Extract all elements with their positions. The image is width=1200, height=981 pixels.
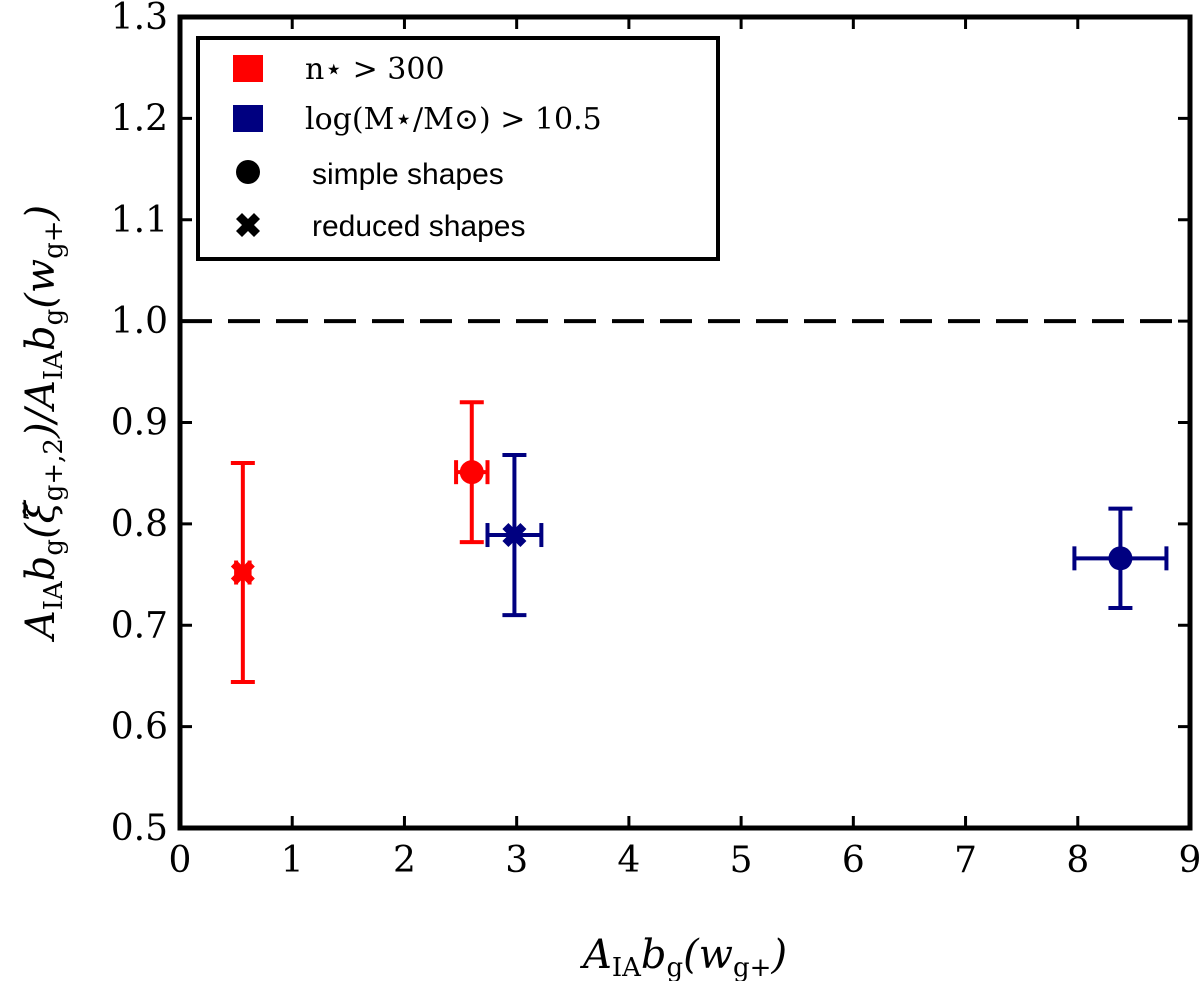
legend-label-nstar: n⋆ > 300 <box>305 52 445 87</box>
y-axis-title: AIAbg(ξ̃g+,2)/AIAbg(wg+) <box>18 205 69 643</box>
y-tick-label: 0.5 <box>111 808 168 849</box>
x-tick-label: 3 <box>505 840 528 881</box>
legend-marker-red-square <box>233 55 263 82</box>
y-tick-label: 1.2 <box>111 98 168 139</box>
plot-frame <box>177 14 1193 831</box>
x-tick-label: 9 <box>1179 840 1200 881</box>
legend-label-reduced: reduced shapes <box>312 210 526 243</box>
data-point-simple-series-1 <box>1072 506 1169 611</box>
x-tick-label: 0 <box>169 840 192 881</box>
marker-circle <box>1108 546 1133 571</box>
x-tick-label: 4 <box>617 840 640 881</box>
data-point-reduced-series-0 <box>230 461 255 685</box>
marker-x <box>230 560 255 585</box>
x-tick-label: 5 <box>730 840 753 881</box>
x-tick-label: 6 <box>842 840 865 881</box>
x-tick-label: 8 <box>1066 840 1089 881</box>
legend: n⋆ > 300 log(M⋆/M⊙) > 10.5 simple shapes… <box>196 36 720 261</box>
data-point-reduced-series-1 <box>485 452 544 618</box>
y-tick-label: 1.1 <box>111 200 168 241</box>
x-tick-label: 2 <box>393 840 416 881</box>
legend-marker-circle <box>236 160 260 184</box>
y-tick-label: 1.3 <box>111 0 168 38</box>
y-tick-label: 0.7 <box>111 605 168 646</box>
data-point-simple-series-0 <box>454 400 490 545</box>
x-tick-label: 1 <box>281 840 304 881</box>
legend-x-shape <box>236 213 260 237</box>
data-marks <box>230 400 1169 685</box>
y-tick-label: 0.6 <box>111 707 168 748</box>
legend-marker-blue-square <box>233 105 263 132</box>
y-tick-label: 0.9 <box>111 403 168 444</box>
marker-x <box>502 523 527 548</box>
legend-label-simple: simple shapes <box>312 158 504 191</box>
x-axis-title: AIAbg(wg+) <box>579 932 787 981</box>
legend-box <box>196 36 720 261</box>
y-tick-label: 0.8 <box>111 504 168 545</box>
legend-label-mass: log(M⋆/M⊙) > 10.5 <box>305 102 602 137</box>
ticks-layer: 0 1 2 3 4 5 6 7 8 9 0.5 0.6 0.7 0.8 0.9 1.0 1.1 1.2 1.3 <box>111 0 1200 881</box>
x-tick-label: 7 <box>954 840 977 881</box>
marker-circle <box>459 460 484 485</box>
y-tick-label: 1.0 <box>111 301 168 342</box>
legend-marker-x <box>236 213 260 237</box>
